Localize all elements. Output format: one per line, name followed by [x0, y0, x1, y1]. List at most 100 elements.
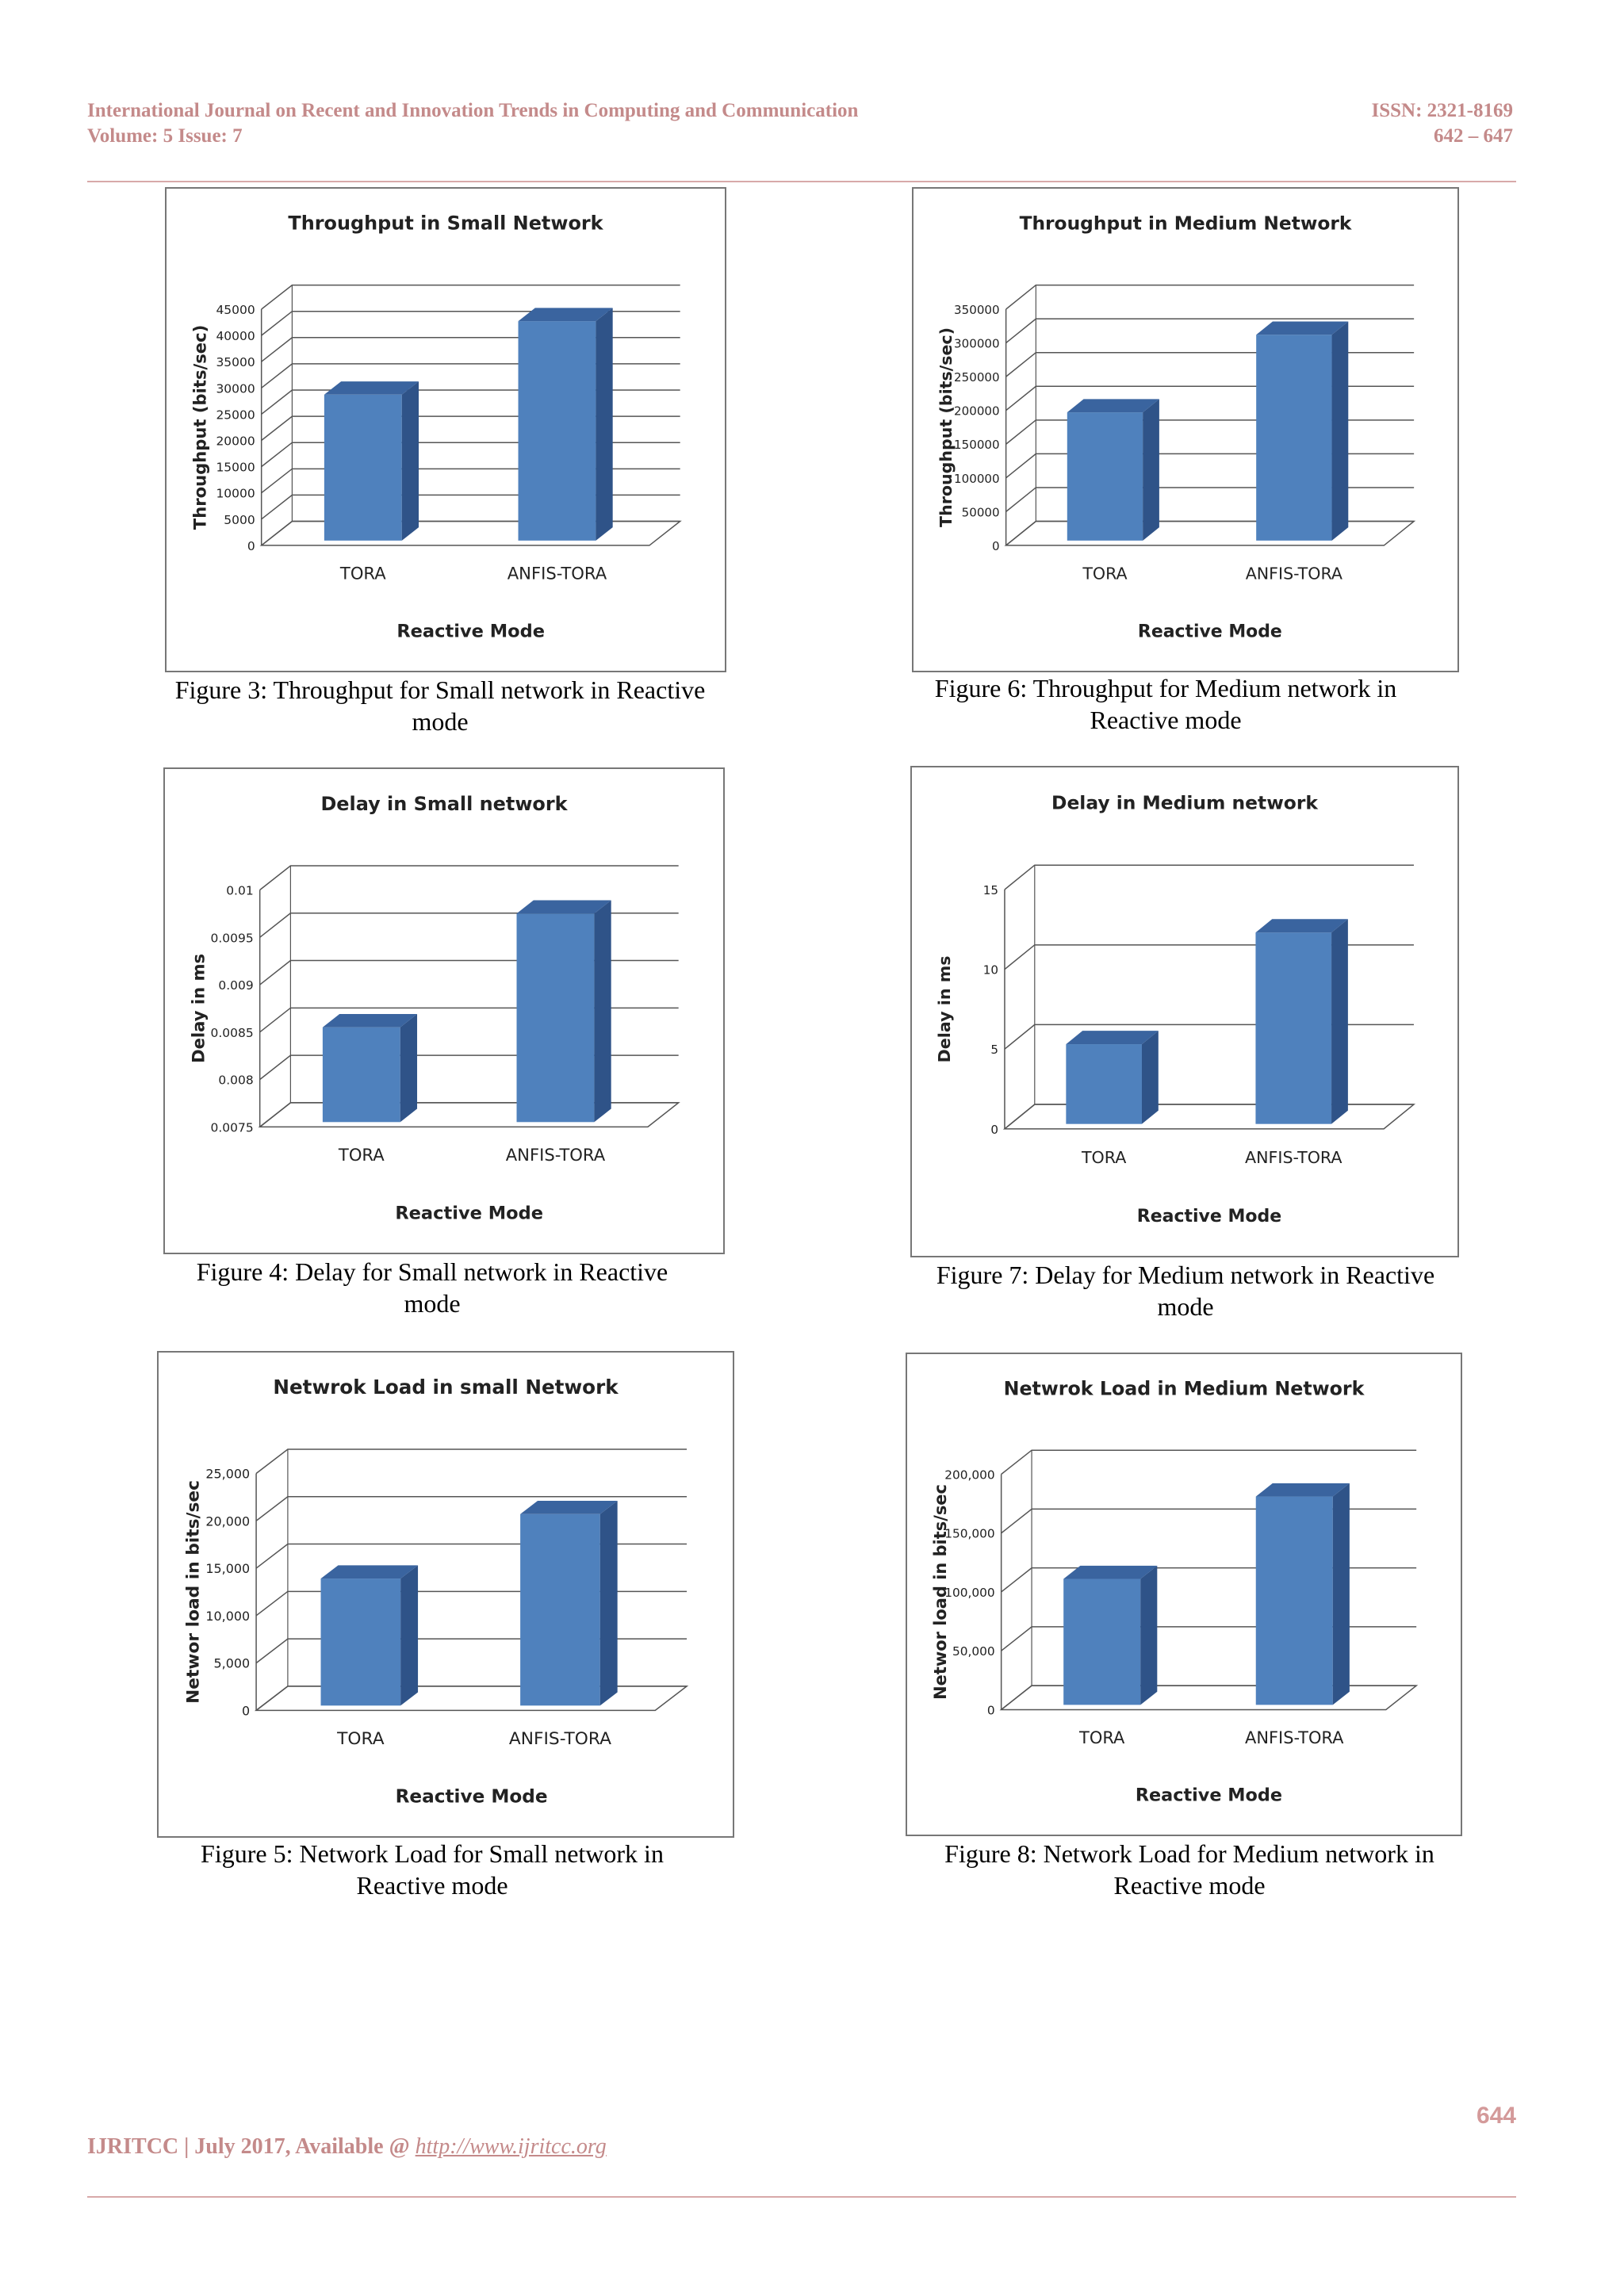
bar-top	[1067, 399, 1159, 413]
running-header-right: ISSN: 2321-8169 642 – 647	[1372, 98, 1514, 149]
bar-side	[1140, 1565, 1158, 1705]
x-category-label: ANFIS-TORA	[506, 1145, 606, 1165]
y-tick-label: 0	[990, 1123, 998, 1137]
y-tick-label: 200000	[954, 404, 1000, 419]
x-axis-label: Reactive Mode	[1136, 1785, 1282, 1806]
y-tick-label: 40000	[216, 329, 255, 343]
footer-label: IJRITCC | July 2017, Available @	[87, 2134, 416, 2159]
caption-line: Reactive mode	[1113, 1871, 1266, 1900]
y-tick-label: 20,000	[205, 1513, 250, 1529]
y-tick-label: 5	[990, 1043, 998, 1057]
y-tick-label: 45000	[216, 303, 255, 317]
bar-top	[322, 1013, 418, 1027]
y-tick-label: 0.008	[218, 1073, 253, 1088]
bar-side	[400, 1565, 419, 1706]
gridline	[1004, 1024, 1414, 1050]
y-tick-label: 10	[983, 963, 998, 978]
x-category-label: TORA	[1081, 1148, 1126, 1167]
bar	[1066, 1044, 1142, 1124]
gridline	[261, 363, 680, 388]
y-tick-label: 0.0095	[211, 931, 254, 945]
bar-side	[1331, 321, 1349, 541]
bar	[1255, 932, 1332, 1124]
y-tick-label: 0.01	[226, 884, 253, 898]
bar-side	[1143, 399, 1159, 541]
y-axis-label: Networ load in bits/sec	[931, 1484, 950, 1700]
chart-title: Netwrok Load in Medium Network	[1004, 1378, 1365, 1400]
caption-line: Figure 7: Delay for Medium network in Re…	[936, 1261, 1435, 1289]
x-category-label: TORA	[1082, 564, 1127, 583]
chart-floor	[999, 1685, 1419, 1711]
bar	[1067, 412, 1143, 541]
y-tick-label: 0	[247, 539, 255, 553]
bar-top	[1066, 1031, 1159, 1045]
figure-4-chart: Delay in Small network 0.0075 0.008 0.0085 0…	[163, 767, 725, 1254]
gridline	[1005, 318, 1415, 344]
figure-3-caption: Figure 3: Throughput for Small network i…	[135, 674, 745, 737]
caption-line: mode	[404, 1289, 461, 1318]
y-tick-label: 10,000	[205, 1609, 250, 1624]
x-axis-label: Reactive Mode	[1137, 1207, 1281, 1226]
caption-line: Reactive mode	[356, 1871, 508, 1900]
gridline	[1005, 284, 1415, 310]
gridline	[255, 1543, 688, 1569]
bar	[520, 1513, 600, 1706]
caption-line: Figure 5: Network Load for Small network…	[201, 1839, 664, 1868]
bar	[518, 321, 596, 541]
figure-6-chart: Throughput in Medium Network 0 50000 100000…	[912, 187, 1459, 672]
gridline	[259, 913, 679, 938]
chart-title: Delay in Small network	[320, 793, 568, 815]
y-axis-label: Delay in ms	[188, 954, 208, 1063]
x-category-label: TORA	[338, 1145, 385, 1165]
bar-side	[1332, 1483, 1350, 1705]
y-tick-label: 0.0085	[211, 1026, 254, 1040]
bar-side	[1141, 1031, 1159, 1124]
y-tick-label: 5,000	[214, 1656, 251, 1671]
figure-8-chart: Netwrok Load in Medium Network 0 50,000 100…	[906, 1353, 1462, 1836]
issn: ISSN: 2321-8169	[1371, 100, 1514, 121]
bar-side	[594, 900, 611, 1123]
y-tick-label: 200,000	[944, 1468, 994, 1483]
bar-top	[1063, 1565, 1158, 1579]
bar-side	[596, 308, 613, 541]
gridline	[1005, 385, 1415, 411]
x-axis-label: Reactive Mode	[396, 1786, 548, 1807]
y-tick-label: 5000	[224, 513, 255, 527]
x-axis-label: Reactive Mode	[395, 1203, 543, 1223]
footer-link[interactable]: http://www.ijritcc.org	[415, 2134, 607, 2159]
caption-line: Figure 6: Throughput for Medium network …	[934, 674, 1397, 702]
x-category-label: TORA	[339, 563, 386, 583]
figure-4-caption: Figure 4: Delay for Small network in Rea…	[135, 1256, 730, 1319]
y-tick-label: 15000	[216, 461, 255, 475]
y-axis-label: Throughput (bits/sec)	[936, 327, 956, 527]
y-axis-label: Throughput (bits/sec)	[190, 325, 209, 530]
x-category-label: ANFIS-TORA	[508, 563, 607, 583]
gridline	[255, 1448, 688, 1475]
bar-top	[320, 1565, 419, 1579]
x-category-label: ANFIS-TORA	[509, 1729, 611, 1749]
bar	[516, 913, 595, 1123]
bar	[1063, 1578, 1141, 1705]
figure-7-chart: Delay in Medium network 0 5 10 15 TORA ANFIS-T…	[910, 766, 1459, 1257]
gridline	[1005, 351, 1415, 377]
journal-name: International Journal on Recent and Inno…	[87, 100, 859, 121]
gridline	[1004, 864, 1414, 890]
chart-title: Netwrok Load in small Network	[273, 1376, 619, 1399]
bar-side	[1331, 919, 1348, 1124]
figure-5-caption: Figure 5: Network Load for Small network…	[135, 1838, 730, 1901]
caption-line: Figure 4: Delay for Small network in Rea…	[196, 1257, 668, 1286]
gridline	[261, 310, 680, 336]
chart-floor	[1004, 520, 1416, 546]
caption-line: Reactive mode	[1090, 706, 1242, 734]
chart-svg: Delay in Medium network 0 5 10 15 TORA ANFIS-T…	[935, 791, 1416, 1226]
volume-issue: Volume: 5 Issue: 7	[87, 125, 243, 147]
figure-6-caption: Figure 6: Throughput for Medium network …	[888, 672, 1443, 736]
chart-title: Throughput in Small Network	[288, 212, 603, 235]
bar	[320, 1578, 401, 1706]
chart-svg: Delay in Small network 0.0075 0.008 0.0085 0…	[188, 793, 680, 1223]
footer-rule	[87, 2196, 1516, 2198]
bar-top	[1255, 919, 1348, 933]
bar-top	[324, 381, 419, 395]
chart-title: Throughput in Medium Network	[1020, 213, 1352, 235]
x-category-label: ANFIS-TORA	[1245, 1148, 1342, 1167]
